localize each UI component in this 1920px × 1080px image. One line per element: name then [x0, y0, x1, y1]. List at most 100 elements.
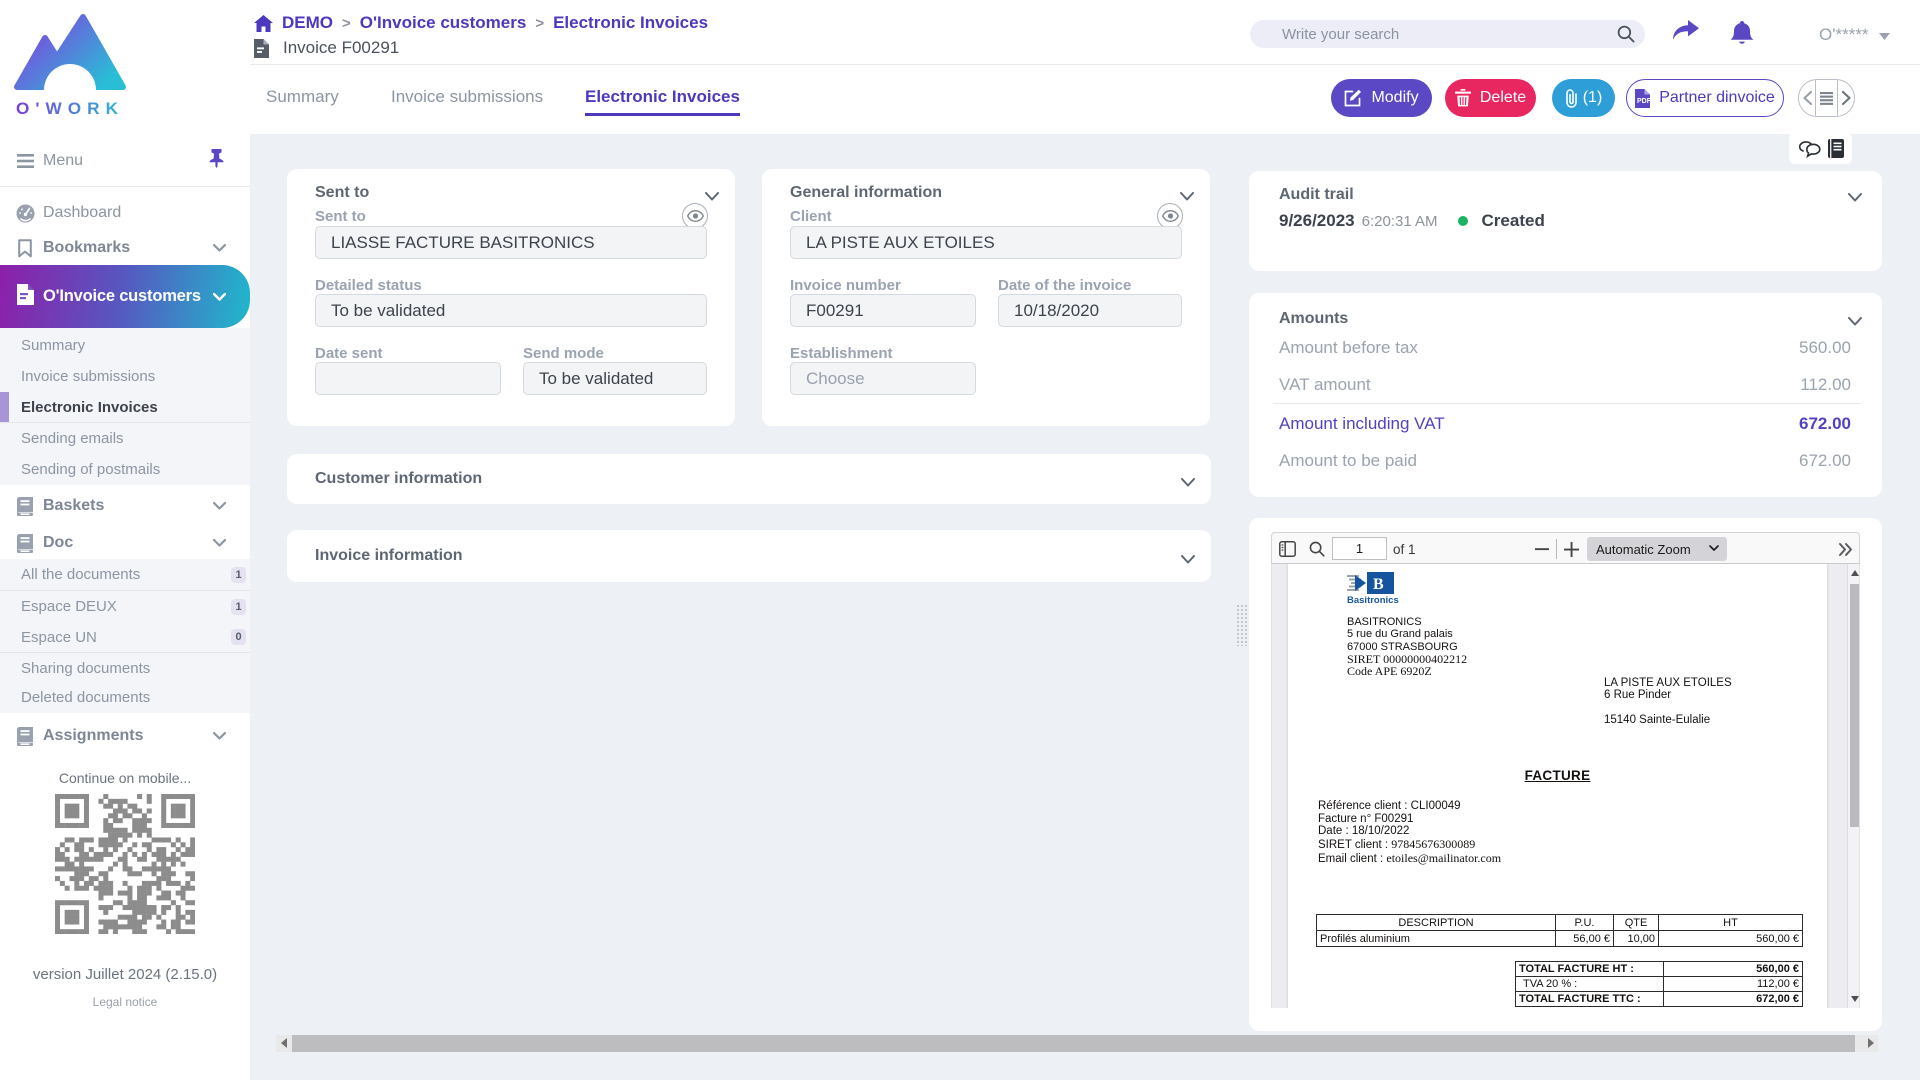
comments-icon[interactable]	[1798, 140, 1821, 158]
amount-row-highlight: Amount including VAT 672.00	[1279, 414, 1851, 434]
tab-electronic-invoices[interactable]: Electronic Invoices	[585, 87, 740, 116]
sidebar-item-baskets[interactable]: Baskets	[0, 490, 250, 522]
pdf-sidebar-toggle-icon[interactable]	[1279, 533, 1296, 565]
invoice-information-panel[interactable]: Invoice information	[287, 530, 1211, 582]
zoom-in-icon[interactable]	[1564, 533, 1579, 565]
home-icon[interactable]	[254, 14, 273, 32]
view-record-button[interactable]	[1157, 203, 1183, 229]
collapse-chevron-icon[interactable]	[1181, 551, 1195, 569]
submenu-item-sending-emails[interactable]: Sending emails	[21, 430, 124, 447]
panel-title: Amounts	[1279, 310, 1349, 327]
submenu-item-espace-un[interactable]: Espace UN 0	[0, 622, 250, 653]
collapse-chevron-icon[interactable]	[1181, 474, 1195, 492]
zoom-out-icon[interactable]	[1535, 533, 1549, 565]
amount-label: Amount including VAT	[1279, 414, 1445, 433]
search-input[interactable]	[1282, 20, 1602, 48]
detailed-status-input[interactable]: To be validated	[315, 294, 707, 327]
panel-title: Audit trail	[1279, 186, 1354, 203]
amount-row: Amount to be paid 672.00	[1279, 451, 1851, 471]
submenu-item-sharing-documents[interactable]: Sharing documents	[21, 659, 151, 677]
chevron-down-icon	[212, 288, 227, 306]
page-subtitle-label: Invoice F00291	[283, 38, 400, 57]
scroll-left-arrow[interactable]	[281, 1038, 287, 1048]
submenu-item-electronic-invoices[interactable]: Electronic Invoices	[0, 392, 250, 423]
pdf-file-icon: PDF	[1635, 88, 1651, 108]
breadcrumb-oinvoice-customers[interactable]: O'Invoice customers	[359, 13, 527, 32]
pdf-tools-expand-icon[interactable]	[1838, 533, 1853, 565]
breadcrumb-demo[interactable]: DEMO	[282, 13, 333, 32]
tab-summary[interactable]: Summary	[266, 87, 339, 106]
pager-list[interactable]	[1815, 80, 1838, 116]
search-icon[interactable]	[1617, 25, 1635, 48]
baskets-label: Baskets	[43, 497, 105, 514]
submenu-item-summary[interactable]: Summary	[21, 337, 86, 354]
submenu-item-deleted-documents[interactable]: Deleted documents	[21, 689, 151, 706]
scrollbar-thumb[interactable]	[1850, 584, 1859, 827]
chevron-down-icon	[212, 727, 227, 745]
amount-label: Amount to be paid	[1279, 451, 1417, 470]
collapse-chevron-icon[interactable]	[1848, 189, 1862, 207]
invoice-client-refs: Référence client : CLI00049 Facture n° F…	[1318, 800, 1502, 865]
amount-row: VAT amount 112.00	[1279, 375, 1851, 395]
pdf-search-icon[interactable]	[1309, 533, 1325, 565]
collapse-chevron-icon[interactable]	[705, 188, 719, 206]
submenu-item-all-documents[interactable]: All the documents 1	[0, 559, 250, 591]
resize-handle[interactable]	[1236, 604, 1252, 646]
sidebar-item-oinvoice-customers[interactable]: O'Invoice customers	[0, 265, 250, 328]
date-sent-input[interactable]	[315, 362, 501, 395]
pdf-vertical-scrollbar[interactable]	[1847, 564, 1859, 1008]
horizontal-scrollbar[interactable]	[276, 1035, 1878, 1052]
invoice-items-table: DESCRIPTION P.U. QTE HT Profilés alumini…	[1316, 914, 1803, 947]
collapse-chevron-icon[interactable]	[1848, 313, 1862, 331]
breadcrumb-separator: >	[342, 14, 351, 32]
collapse-chevron-icon[interactable]	[1180, 188, 1194, 206]
client-input[interactable]: LA PISTE AUX ETOILES	[790, 226, 1182, 259]
invoice-number-input[interactable]: F00291	[790, 294, 976, 327]
amount-label: VAT amount	[1279, 375, 1371, 394]
sidebar-item-dashboard[interactable]: Dashboard	[0, 196, 250, 230]
pdf-page-count: of 1	[1393, 542, 1416, 557]
svg-text:B: B	[1373, 576, 1384, 593]
sidebar-item-assignments[interactable]: Assignments	[0, 720, 250, 752]
view-record-button[interactable]	[682, 203, 708, 229]
submenu-item-sending-postmails[interactable]: Sending of postmails	[21, 461, 161, 478]
send-mode-input[interactable]: To be validated	[523, 362, 707, 395]
tab-bar: Summary Invoice submissions Electronic I…	[250, 64, 1920, 134]
sidebar-item-bookmarks[interactable]: Bookmarks	[0, 232, 250, 264]
scroll-right-arrow[interactable]	[1868, 1038, 1874, 1048]
pdf-viewer: of 1 Automatic Zoom	[1271, 532, 1860, 1008]
modify-button[interactable]: Modify	[1331, 79, 1432, 117]
pager-next[interactable]	[1838, 80, 1854, 116]
scroll-up-arrow[interactable]	[1851, 570, 1859, 576]
invoice-file-icon	[17, 283, 34, 310]
scrollbar-thumb[interactable]	[292, 1035, 1855, 1052]
partner-invoice-button[interactable]: PDF Partner dinvoice	[1626, 79, 1784, 117]
oinvoice-submenu: Summary Invoice submissions Electronic I…	[0, 328, 250, 485]
user-menu[interactable]: O'*****	[1819, 25, 1890, 45]
pdf-zoom-select[interactable]: Automatic Zoom	[1587, 537, 1727, 561]
establishment-select[interactable]: Choose	[790, 362, 976, 395]
pdf-page-number-input[interactable]	[1332, 537, 1387, 560]
amount-label: Amount before tax	[1279, 338, 1418, 357]
share-icon[interactable]	[1672, 20, 1699, 50]
journal-icon[interactable]	[1827, 139, 1844, 158]
sidebar-menu-toggle[interactable]: Menu	[0, 143, 250, 179]
breadcrumb-electronic-invoices[interactable]: Electronic Invoices	[553, 13, 709, 32]
pin-icon[interactable]	[209, 149, 224, 173]
submenu-item-invoice-submissions[interactable]: Invoice submissions	[21, 368, 156, 385]
invoice-date-input[interactable]: 10/18/2020	[998, 294, 1182, 327]
pdf-toolbar: of 1 Automatic Zoom	[1271, 532, 1860, 564]
pdf-page-view[interactable]: B Basitronics BASITRONICS 5 rue du Grand…	[1271, 564, 1860, 1008]
sidebar-item-doc[interactable]: Doc	[0, 527, 250, 559]
attachments-button[interactable]: (1)	[1552, 79, 1615, 117]
sent-to-input[interactable]: LIASSE FACTURE BASITRONICS	[315, 226, 707, 259]
pager-previous[interactable]	[1799, 80, 1815, 116]
general-information-panel: General information Client LA PISTE AUX …	[762, 169, 1210, 426]
submenu-item-espace-deux[interactable]: Espace DEUX 1	[0, 591, 250, 622]
tab-invoice-submissions[interactable]: Invoice submissions	[391, 87, 544, 106]
delete-button[interactable]: Delete	[1445, 79, 1536, 117]
scroll-down-arrow[interactable]	[1851, 996, 1859, 1002]
customer-information-panel[interactable]: Customer information	[287, 454, 1211, 504]
notifications-bell-icon[interactable]	[1730, 21, 1754, 51]
legal-notice-link[interactable]: Legal notice	[92, 995, 158, 1009]
